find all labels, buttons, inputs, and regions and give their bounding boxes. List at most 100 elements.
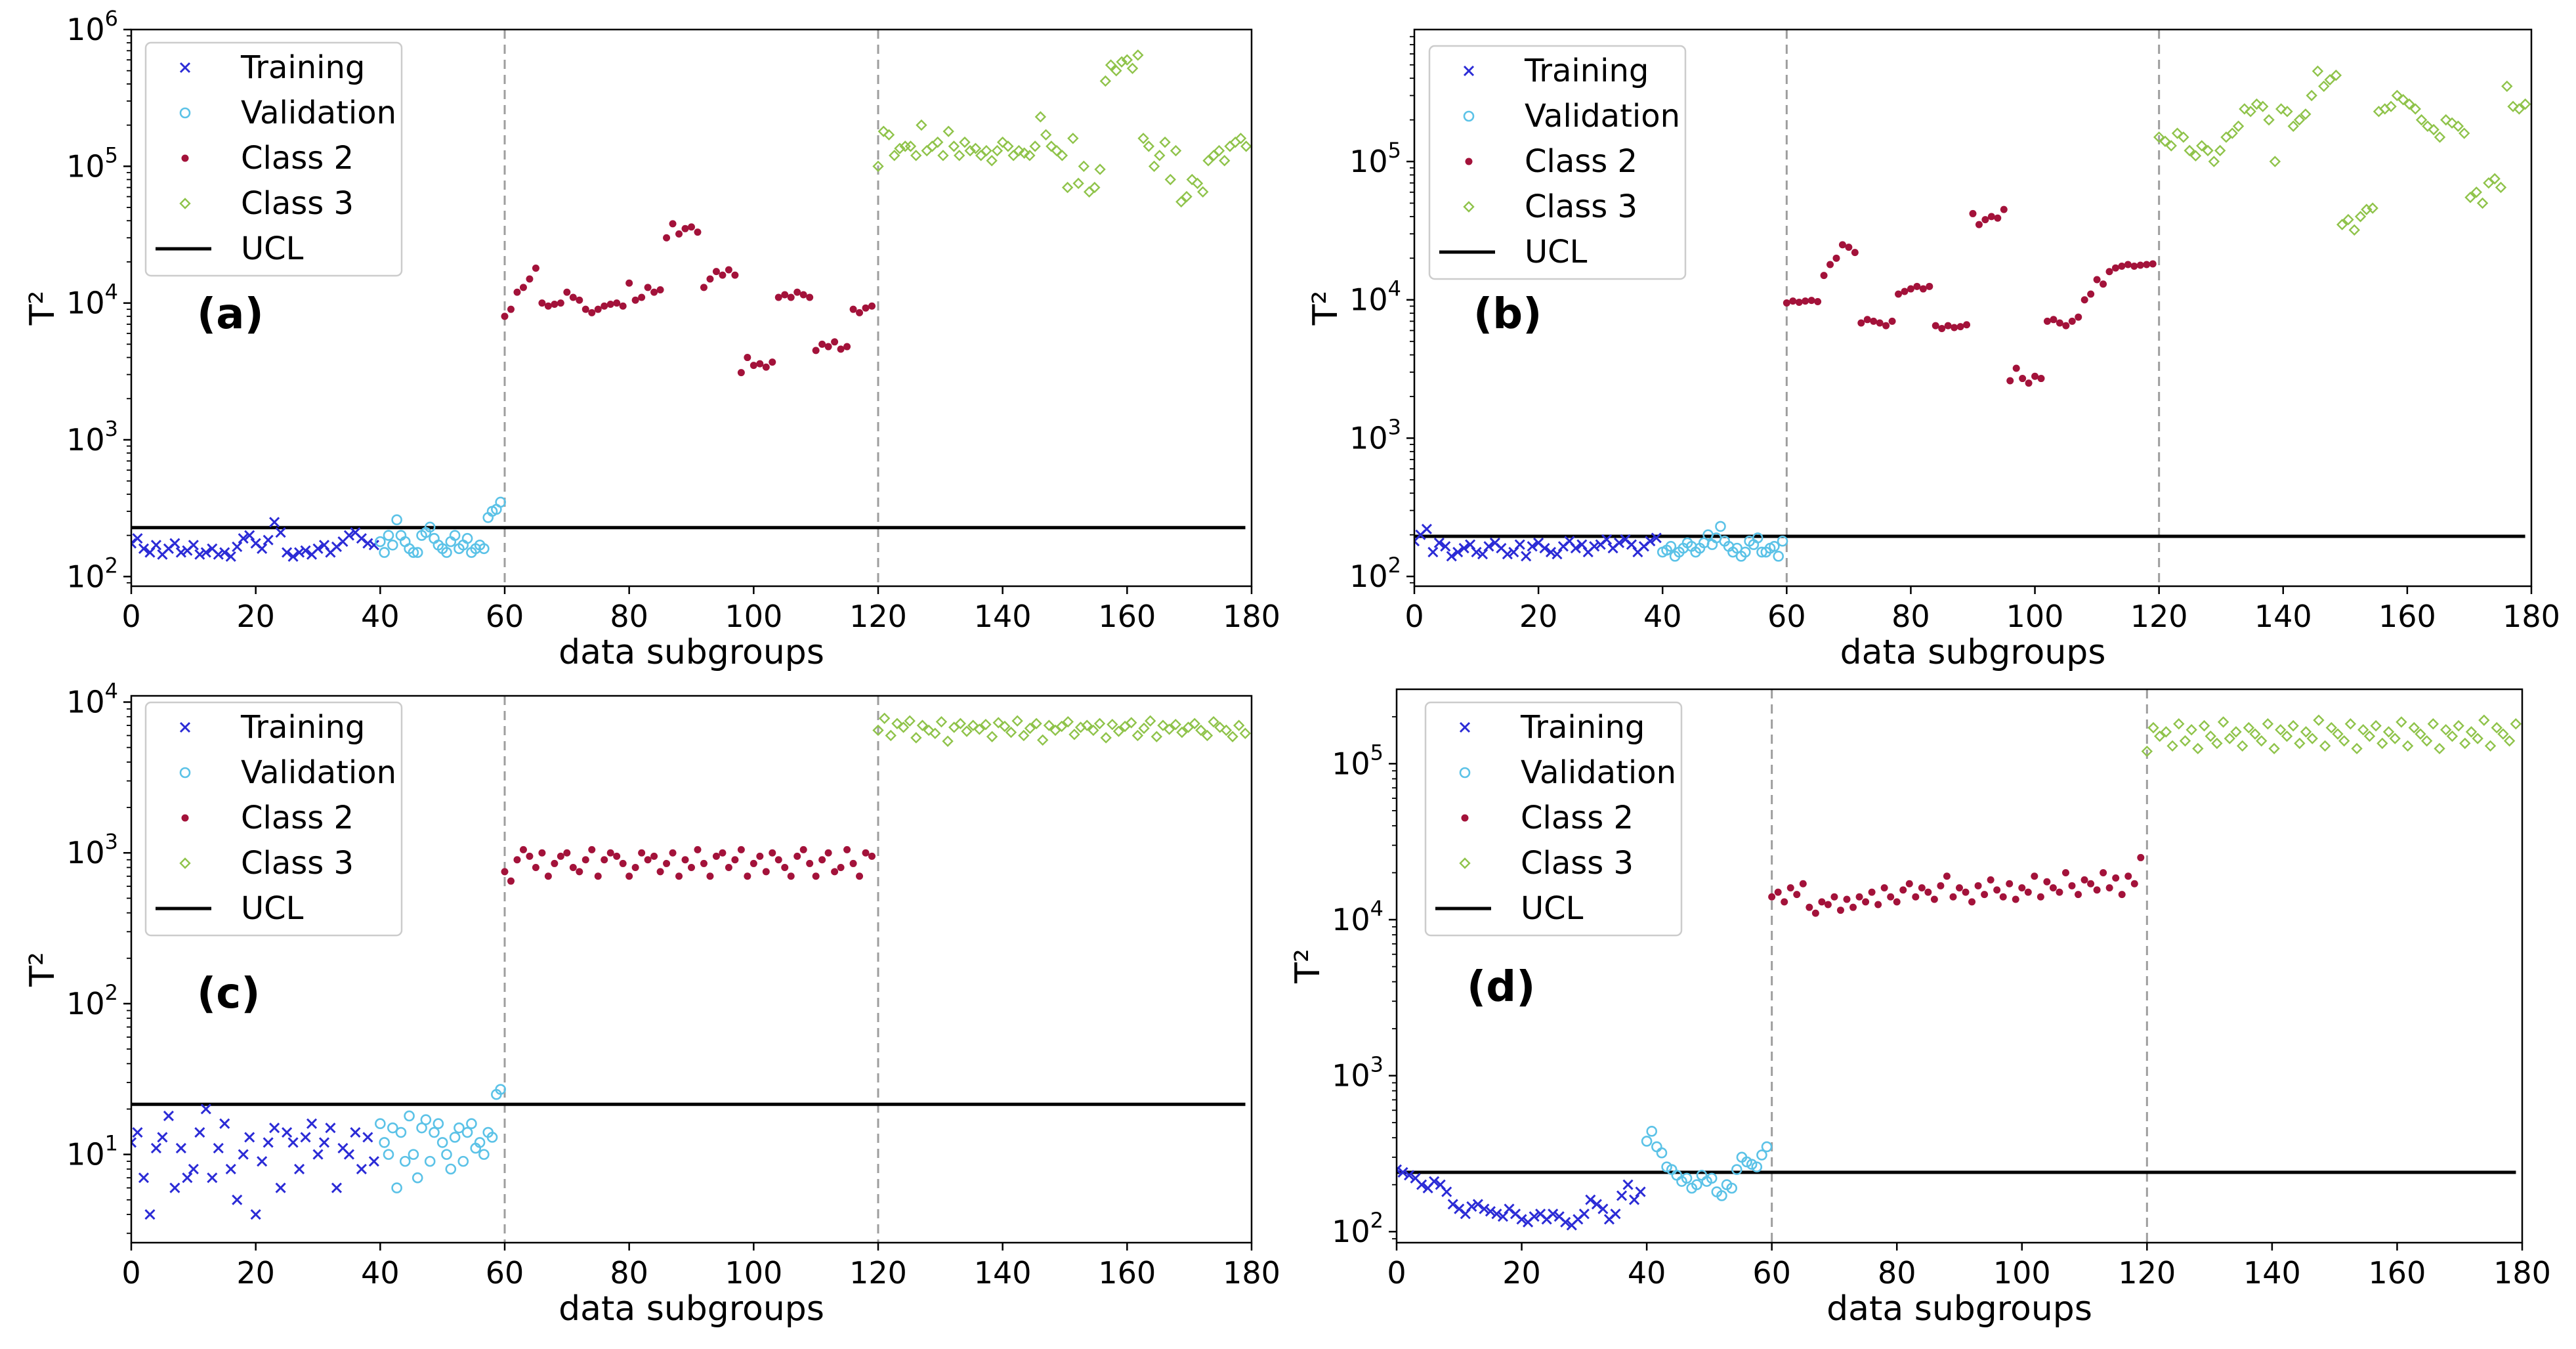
data-point xyxy=(2281,730,2293,742)
data-point xyxy=(744,354,751,362)
data-point xyxy=(1502,549,1513,560)
y-tick-base: 10 xyxy=(66,286,105,321)
legend-label: Class 3 xyxy=(241,845,354,882)
data-point xyxy=(725,863,732,871)
data-point xyxy=(986,731,998,742)
data-point xyxy=(495,1084,506,1095)
data-point xyxy=(663,234,671,242)
x-tick-label: 180 xyxy=(2493,1255,2551,1291)
data-point xyxy=(954,717,967,729)
data-point xyxy=(287,1137,299,1148)
data-point xyxy=(2154,730,2166,742)
data-point xyxy=(157,1132,168,1143)
legend-marker xyxy=(179,721,191,733)
series-class-2 xyxy=(501,220,876,377)
legend-item-training: Training xyxy=(1459,709,1645,746)
data-point xyxy=(2178,131,2189,143)
data-point xyxy=(1613,537,1625,548)
data-point xyxy=(424,521,436,533)
legend-item-class-3: Class 3 xyxy=(1463,188,1637,225)
data-point xyxy=(1421,523,1432,535)
data-points xyxy=(131,49,1252,562)
data-point xyxy=(1783,299,1790,307)
data-point xyxy=(868,852,876,860)
y-tick-exponent: 6 xyxy=(105,6,118,31)
data-point xyxy=(1466,1201,1477,1212)
legend-item-class-3: Class 3 xyxy=(179,845,354,882)
data-point xyxy=(557,299,564,307)
data-point xyxy=(2294,737,2306,750)
data-point xyxy=(1919,285,1927,293)
data-point xyxy=(441,1149,452,1160)
data-point xyxy=(225,551,236,562)
data-point xyxy=(238,1149,249,1160)
data-point xyxy=(812,872,820,880)
data-point xyxy=(818,856,826,864)
data-point xyxy=(1968,898,1976,906)
data-point xyxy=(1472,1199,1483,1210)
x-axis-label: data subgroups xyxy=(1840,633,2106,672)
data-point xyxy=(1037,734,1049,746)
data-point xyxy=(424,1155,436,1167)
data-point xyxy=(1824,901,1832,909)
data-point xyxy=(2112,874,2120,882)
legend-item-class-2: Class 2 xyxy=(1465,143,1637,180)
data-point xyxy=(343,1149,354,1160)
data-point xyxy=(856,872,864,880)
data-point xyxy=(169,1182,180,1193)
x-tick-label: 0 xyxy=(1404,599,1424,634)
data-point xyxy=(2503,735,2516,747)
data-point xyxy=(894,142,906,154)
data-point xyxy=(408,1149,419,1160)
data-point xyxy=(391,1182,402,1193)
data-point xyxy=(923,724,935,737)
data-point xyxy=(1099,75,1112,87)
data-point xyxy=(2446,117,2458,129)
data-point xyxy=(1018,147,1030,159)
data-point xyxy=(601,856,608,864)
data-point xyxy=(631,296,639,304)
data-point xyxy=(2137,853,2145,861)
y-tick-exponent: 4 xyxy=(1388,276,1401,301)
x-tick-label: 120 xyxy=(849,599,907,634)
plot-frame xyxy=(130,695,1253,1244)
data-point xyxy=(1761,1141,1773,1153)
series-class-2 xyxy=(1783,205,2157,387)
data-point xyxy=(606,849,614,857)
data-point xyxy=(1832,254,1840,262)
data-point xyxy=(594,305,602,313)
data-point xyxy=(1189,717,1200,729)
data-point xyxy=(948,140,960,152)
data-point xyxy=(2062,322,2070,330)
data-point xyxy=(594,872,602,880)
data-point xyxy=(412,547,423,558)
x-tick-label: 60 xyxy=(486,599,524,634)
data-point xyxy=(1610,1209,1621,1220)
data-point xyxy=(1191,177,1204,190)
data-point xyxy=(182,1172,193,1184)
y-tick-label: 102 xyxy=(66,980,118,1021)
data-point xyxy=(1072,177,1084,190)
data-point xyxy=(2147,721,2159,734)
y-tick-base: 10 xyxy=(1332,1058,1370,1094)
data-point xyxy=(1880,884,1888,891)
data-point xyxy=(526,275,534,283)
data-point xyxy=(625,279,633,287)
data-point xyxy=(563,288,571,296)
data-point xyxy=(1239,727,1252,739)
data-point xyxy=(194,549,205,560)
data-point xyxy=(200,547,211,558)
data-point xyxy=(964,144,976,157)
data-point xyxy=(2143,261,2151,268)
legend-label: UCL xyxy=(241,890,304,927)
data-point xyxy=(2396,716,2407,728)
data-point xyxy=(935,716,948,728)
data-point xyxy=(513,856,521,864)
y-tick-base: 10 xyxy=(66,1137,105,1172)
data-point xyxy=(501,312,509,320)
data-point xyxy=(793,288,801,296)
y-tick-base: 10 xyxy=(66,986,105,1021)
data-point xyxy=(1100,732,1112,744)
data-point xyxy=(461,532,473,544)
data-point xyxy=(2306,89,2317,102)
